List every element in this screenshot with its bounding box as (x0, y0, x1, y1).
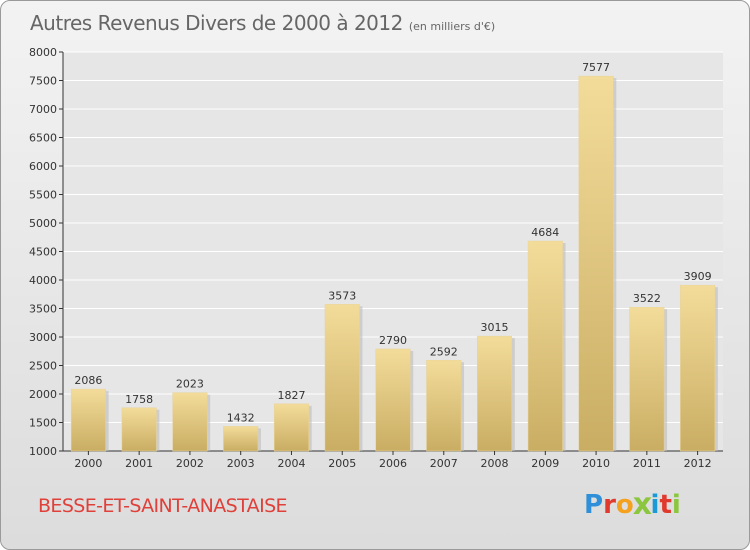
bar (223, 426, 259, 452)
chart-subtitle: (en milliers d'€) (408, 20, 496, 33)
bar (527, 240, 563, 452)
bar-value-label: 1758 (125, 393, 153, 406)
y-tick-label: 8000 (29, 46, 57, 59)
y-tick-label: 4000 (29, 274, 57, 287)
bar (629, 306, 665, 452)
proxiti-logo: Proxiti (584, 487, 681, 523)
x-tick-label: 2006 (379, 457, 407, 470)
x-tick-label: 2007 (430, 457, 458, 470)
bar-value-label: 2592 (430, 345, 458, 358)
bar (121, 407, 157, 452)
logo-letter: x (632, 487, 652, 523)
bar (324, 304, 360, 452)
logo-letter: i (671, 490, 681, 520)
y-tick-label: 4500 (29, 246, 57, 259)
x-tick-label: 2002 (176, 457, 204, 470)
x-tick-label: 2012 (684, 457, 712, 470)
y-tick-label: 2500 (29, 360, 57, 373)
commune-name: BESSE-ET-SAINT-ANASTAISE (38, 495, 288, 517)
y-tick-label: 6500 (29, 132, 57, 145)
bar (172, 392, 208, 452)
x-tick-label: 2008 (481, 457, 509, 470)
x-tick-label: 2004 (277, 457, 305, 470)
bar (70, 388, 106, 452)
y-tick-label: 6000 (29, 160, 57, 173)
bar-value-label: 3015 (481, 321, 509, 334)
bar-value-label: 2086 (74, 374, 102, 387)
bar (273, 403, 309, 452)
y-tick-label: 7500 (29, 75, 57, 88)
x-tick-label: 2000 (74, 457, 102, 470)
y-tick-label: 3000 (29, 331, 57, 344)
bar-value-label: 3522 (633, 292, 661, 305)
bar-value-label: 2790 (379, 334, 407, 347)
x-tick-label: 2011 (633, 457, 661, 470)
bar (477, 335, 513, 452)
logo-letter: o (615, 490, 634, 520)
logo-letter: r (603, 490, 616, 520)
x-tick-label: 2009 (531, 457, 559, 470)
x-tick-label: 2001 (125, 457, 153, 470)
bar-value-label: 2023 (176, 378, 204, 391)
y-tick-label: 5500 (29, 189, 57, 202)
bar-value-label: 1827 (277, 389, 305, 402)
bar (578, 75, 614, 452)
logo-letter: P (584, 490, 604, 520)
y-tick-label: 2000 (29, 388, 57, 401)
x-tick-label: 2005 (328, 457, 356, 470)
bar-value-label: 1432 (227, 411, 255, 424)
logo-letter: i (650, 490, 660, 520)
chart-title: Autres Revenus Divers de 2000 à 2012 (en … (30, 11, 495, 35)
y-tick-label: 1000 (29, 445, 57, 458)
bar (426, 360, 462, 452)
logo-letter: t (659, 490, 672, 520)
bar (375, 348, 411, 452)
y-tick-label: 1500 (29, 417, 57, 430)
bar-value-label: 3573 (328, 289, 356, 302)
y-tick-label: 3500 (29, 303, 57, 316)
y-tick-label: 5000 (29, 217, 57, 230)
bar-value-label: 7577 (582, 61, 610, 74)
y-tick-label: 7000 (29, 103, 57, 116)
bar-value-label: 3909 (684, 270, 712, 283)
x-tick-label: 2010 (582, 457, 610, 470)
x-tick-label: 2003 (227, 457, 255, 470)
bar (680, 284, 716, 452)
bar-value-label: 4684 (531, 226, 559, 239)
chart-title-text: Autres Revenus Divers de 2000 à 2012 (30, 11, 403, 35)
